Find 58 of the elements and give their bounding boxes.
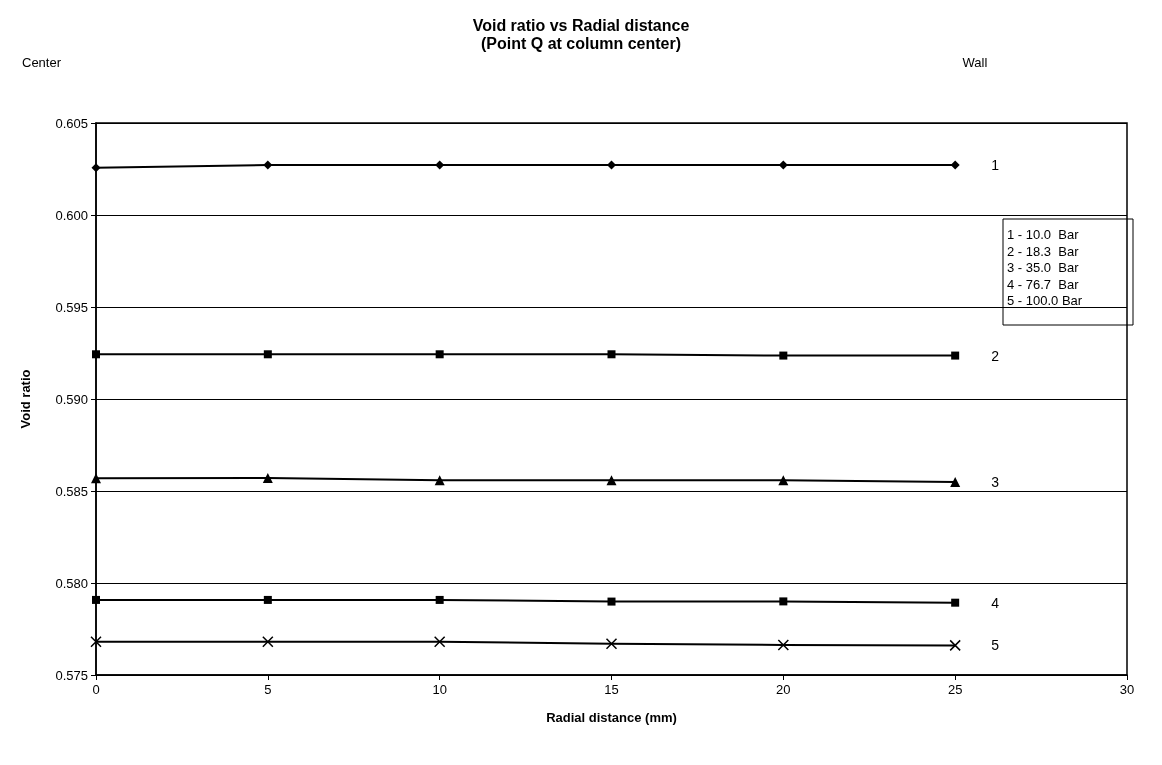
y-axis-title: Void ratio: [18, 369, 33, 429]
point: [263, 595, 272, 604]
point: [262, 635, 274, 648]
x-tick-label: 10: [432, 682, 447, 697]
x-axis-title: Radial distance (mm): [546, 710, 677, 725]
annotation: 5 - 100.0 Bar: [1007, 293, 1083, 308]
point: [949, 639, 961, 652]
point: [951, 351, 960, 360]
point: [262, 472, 273, 483]
point: [92, 350, 100, 359]
chart-title: Void ratio vs Radial distance: [472, 16, 690, 34]
x-tick-label: 25: [947, 682, 963, 697]
point: [607, 160, 616, 170]
text: 5: [991, 637, 1000, 654]
point: [91, 473, 101, 484]
y-tick-label: 0.595: [55, 299, 88, 315]
point: [777, 639, 790, 651]
point: [92, 595, 100, 604]
y-tick-label: 0.590: [55, 391, 88, 407]
point: [263, 160, 273, 170]
x-tick-label: 0: [92, 682, 100, 697]
point: [263, 350, 272, 359]
y-tick-label: 0.605: [55, 115, 88, 131]
point: [435, 595, 444, 604]
point: [433, 635, 446, 648]
annotation: 3 - 35.0 Bar: [1007, 260, 1080, 275]
point: [778, 475, 789, 486]
point: [607, 597, 616, 606]
chart-subtitle: (Point Q at column center): [480, 34, 682, 52]
point: [605, 637, 618, 650]
text: 2: [991, 347, 1000, 364]
text: 1: [991, 156, 1000, 173]
text: 3: [991, 473, 1000, 490]
y-tick-label: 0.585: [55, 483, 88, 499]
y-tick-label: 0.600: [55, 207, 88, 223]
annotation: 4 - 76.7 Bar: [1007, 276, 1080, 292]
point: [779, 597, 788, 606]
point: [606, 475, 617, 486]
annotation: 1 - 10.0 Bar: [1007, 227, 1080, 242]
point: [779, 351, 788, 360]
y-tick-label: 0.575: [55, 667, 88, 683]
x-tick-label: 15: [604, 682, 619, 697]
point: [91, 163, 101, 173]
x-tick-label: 5: [264, 682, 272, 697]
point: [950, 476, 961, 487]
text: Wall: [962, 55, 988, 70]
x-tick-label: 30: [1119, 682, 1135, 697]
point: [951, 598, 960, 607]
point: [90, 635, 102, 648]
y-tick-label: 0.580: [55, 575, 88, 591]
point: [435, 350, 444, 359]
point: [950, 160, 960, 170]
point: [434, 475, 445, 486]
x-tick-label: 20: [776, 682, 791, 697]
text: 4: [991, 594, 1000, 611]
point: [607, 350, 616, 359]
annotation: 2 - 18.3 Bar: [1007, 243, 1080, 259]
text: Center: [22, 55, 62, 70]
